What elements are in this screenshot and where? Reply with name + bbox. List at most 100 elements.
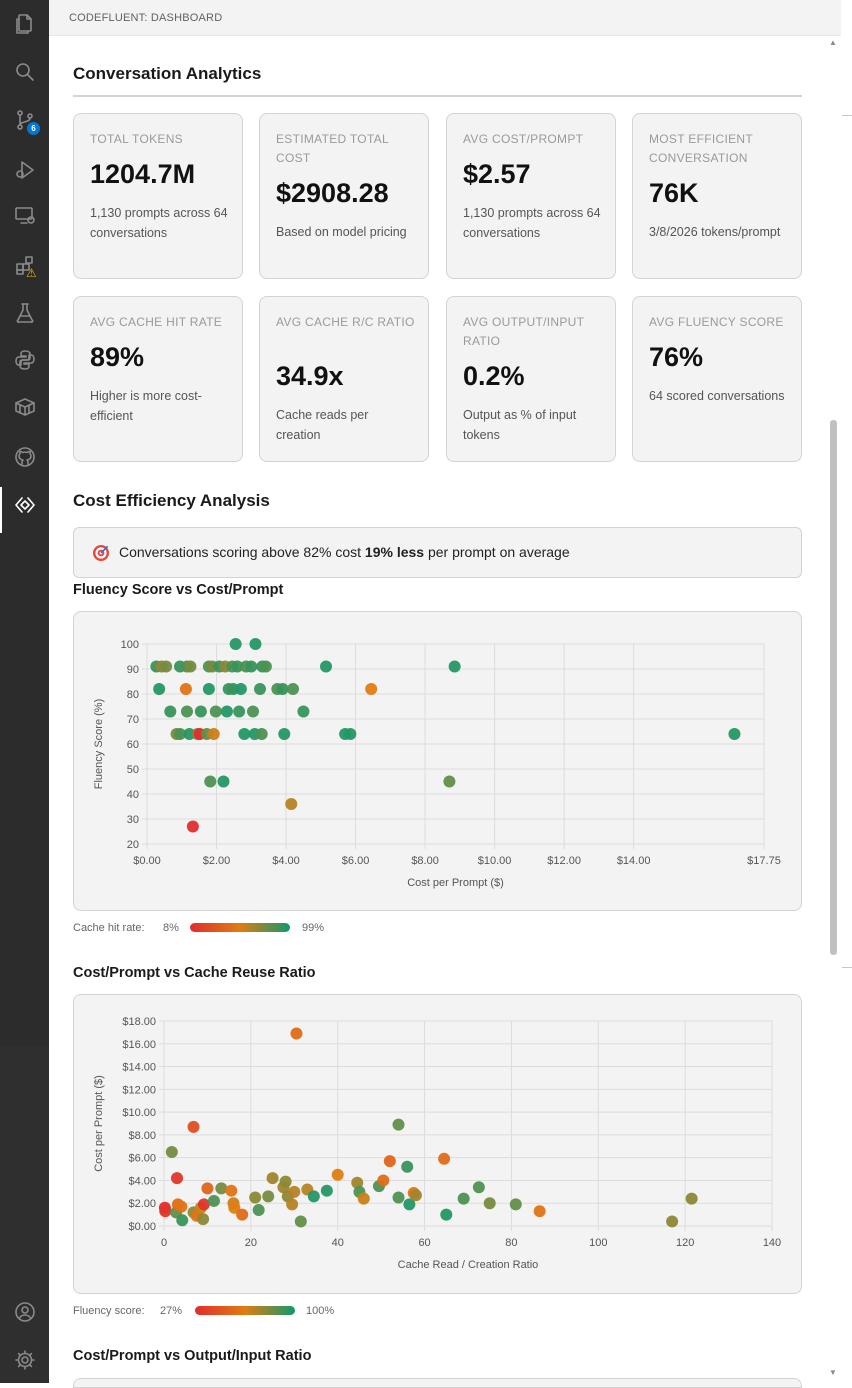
chart1-container: $0.00 $2.00 $4.00 $6.00 $8.00 $10.00 $12.00 $14… [73, 611, 802, 911]
data-point [253, 683, 266, 695]
data-point [262, 1190, 275, 1203]
run-debug-icon[interactable] [0, 150, 49, 190]
data-point [233, 705, 246, 718]
data-point [728, 728, 741, 740]
settings-gear-icon[interactable] [0, 1340, 49, 1380]
x-tick-label: 60 [418, 1237, 430, 1249]
github-icon[interactable] [0, 437, 49, 477]
stat-card-output-input-ratio: AVG OUTPUT/INPUT RATIO 0.2% Output as % … [446, 296, 616, 462]
legend-min: 27% [160, 1305, 183, 1317]
scrollbar-marker [842, 115, 852, 116]
data-point [174, 728, 187, 740]
stat-subtext: Cache reads per creation [276, 408, 369, 442]
data-point [320, 660, 333, 673]
data-point [392, 1191, 405, 1204]
data-point [220, 705, 233, 718]
explorer-icon[interactable] [0, 4, 49, 44]
data-point [217, 775, 230, 788]
data-point [186, 820, 199, 833]
data-point [247, 705, 260, 718]
source-control-icon[interactable]: 6 [0, 100, 49, 140]
x-tick-label: 80 [505, 1237, 517, 1249]
y-axis-label: Cost per Prompt ($) [93, 1075, 105, 1172]
account-icon[interactable] [0, 1292, 49, 1332]
data-point [176, 1214, 189, 1227]
stat-label: MOST EFFICIENT CONVERSATION [649, 132, 753, 165]
scroll-up-arrow-icon[interactable]: ▲ [829, 38, 837, 47]
insight-text: Conversations scoring above 82% cost 19%… [119, 544, 570, 560]
data-point [297, 705, 310, 718]
data-point [225, 1184, 238, 1197]
data-point [279, 1175, 292, 1188]
activity-bar: 6 ⚠ [0, 0, 49, 1383]
stat-value: 34.9x [276, 361, 344, 391]
search-icon[interactable] [0, 52, 49, 92]
extensions-warning-icon: ⚠ [26, 266, 37, 280]
data-point [236, 1208, 249, 1221]
data-point [278, 728, 291, 740]
y-tick-label: $4.00 [128, 1175, 156, 1187]
y-tick-label: $8.00 [128, 1130, 156, 1142]
stat-label: AVG OUTPUT/INPUT RATIO [463, 315, 585, 348]
data-point [351, 1176, 364, 1189]
y-tick-label: $12.00 [122, 1084, 156, 1096]
x-tick-label: $6.00 [342, 855, 370, 867]
data-point [238, 728, 251, 740]
chart1-title: Fluency Score vs Cost/Prompt [73, 582, 284, 598]
data-point [215, 1182, 228, 1195]
testing-icon[interactable] [0, 293, 49, 333]
legend-gradient-bar [195, 1306, 295, 1315]
y-tick-label: $10.00 [122, 1107, 156, 1119]
y-tick-label: 30 [127, 814, 139, 826]
data-point [377, 1174, 390, 1187]
stat-value: 76K [649, 178, 699, 208]
data-point [294, 1215, 307, 1228]
data-point [197, 1198, 210, 1211]
containers-icon[interactable] [0, 387, 49, 427]
data-point [187, 1120, 200, 1133]
extensions-icon[interactable]: ⚠ [0, 246, 49, 286]
stat-subtext: 64 scored conversations [649, 389, 785, 403]
y-tick-label: $2.00 [128, 1198, 156, 1210]
data-point [401, 1160, 414, 1173]
data-point [179, 683, 192, 695]
chart3-title: Cost/Prompt vs Output/Input Ratio [73, 1348, 312, 1364]
analytics-title: Conversation Analytics [73, 64, 262, 83]
scroll-down-arrow-icon[interactable]: ▼ [829, 1368, 837, 1377]
data-point [403, 1198, 416, 1211]
data-point [288, 1185, 301, 1198]
data-point [533, 1205, 546, 1218]
y-tick-label: 60 [127, 739, 139, 751]
stat-label: AVG FLUENCY SCORE [649, 315, 784, 329]
stat-value: 1204.7M [90, 159, 196, 189]
x-tick-label: $12.00 [547, 855, 581, 867]
data-point [286, 1198, 299, 1211]
data-point [383, 1155, 396, 1168]
x-tick-label: 140 [763, 1237, 781, 1249]
data-point [666, 1215, 679, 1228]
data-point [331, 1168, 344, 1181]
data-point [207, 1194, 220, 1207]
data-point [229, 638, 242, 650]
stat-subtext: Based on model pricing [276, 225, 407, 239]
remote-explorer-icon[interactable] [0, 196, 49, 236]
stat-value: 89% [90, 342, 145, 372]
stat-label: ESTIMATED TOTAL COST [276, 132, 389, 165]
scrollbar-thumb[interactable] [830, 420, 837, 955]
chart2-title: Cost/Prompt vs Cache Reuse Ratio [73, 965, 316, 981]
y-tick-label: 20 [127, 839, 139, 851]
data-point [457, 1192, 470, 1205]
data-point [249, 1191, 262, 1204]
stat-label: AVG CACHE HIT RATE [90, 315, 223, 329]
python-icon[interactable] [0, 340, 49, 380]
activity-bar-lower [0, 1046, 49, 1383]
data-point [409, 1189, 422, 1202]
data-point [392, 1118, 405, 1131]
y-tick-label: $0.00 [128, 1221, 156, 1233]
y-tick-label: $16.00 [122, 1039, 156, 1051]
section-divider [73, 95, 802, 97]
data-point [153, 683, 166, 695]
codefluent-icon[interactable] [0, 485, 49, 533]
data-point [164, 705, 177, 718]
data-point [685, 1192, 698, 1205]
